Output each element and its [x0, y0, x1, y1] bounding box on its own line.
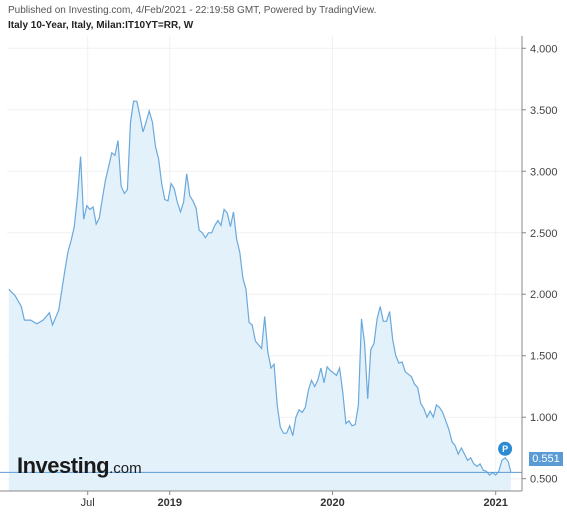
investing-logo: Investing.com — [17, 455, 142, 477]
p-marker-label: P — [502, 444, 508, 454]
x-tick-label: 2020 — [320, 497, 344, 509]
y-tick-label: 3.000 — [530, 166, 558, 178]
y-tick-label: 0.500 — [530, 474, 558, 486]
symbol-title: Italy 10-Year, Italy, Milan:IT10YT=RR, W — [8, 20, 194, 31]
logo-domain: .com — [109, 460, 142, 477]
p-marker: P — [498, 441, 513, 456]
yield-line — [8, 100, 512, 476]
logo-main: Investing — [17, 453, 110, 478]
y-tick-label: 4.000 — [530, 43, 558, 55]
y-tick-label: 1.000 — [530, 412, 558, 424]
axes — [0, 36, 523, 492]
y-axis-ticks: 4.000 3.500 3.000 2.500 2.000 1.500 1.000 0.500 — [522, 43, 558, 486]
y-tick-label: 3.500 — [530, 105, 558, 117]
last-value-badge: 0.551 — [529, 452, 563, 466]
y-tick-label: 1.500 — [530, 351, 558, 363]
x-tick-label: 2019 — [158, 497, 182, 509]
x-tick-label: 2021 — [483, 497, 507, 509]
y-tick-label: 2.500 — [530, 228, 558, 240]
p-marker-circle — [498, 441, 513, 456]
area-fill — [8, 101, 511, 491]
published-note: Published on Investing.com, 4/Feb/2021 -… — [8, 5, 377, 16]
y-tick-label: 2.000 — [530, 289, 558, 301]
x-axis-ticks: Jul 2019 2020 2021 — [81, 491, 508, 509]
x-tick-label: Jul — [81, 497, 95, 509]
